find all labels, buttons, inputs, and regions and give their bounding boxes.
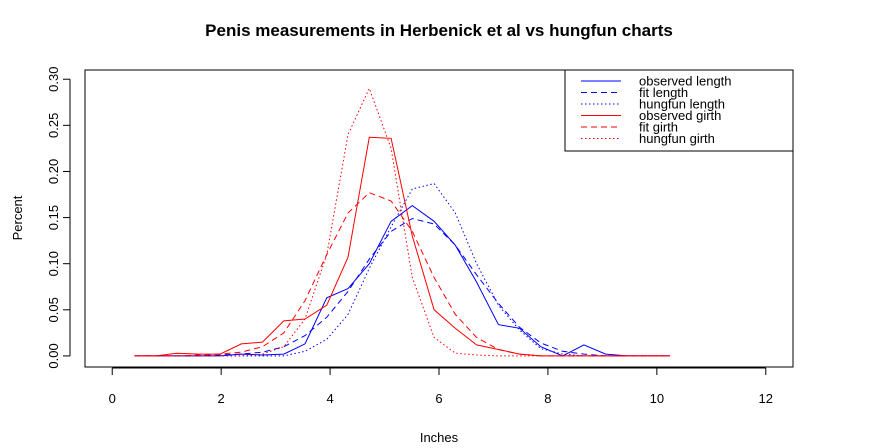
legend-label: fit girth xyxy=(639,120,678,135)
x-axis: 0 2 4 6 8 10 12 xyxy=(109,367,773,406)
legend-label: hungfun length xyxy=(639,97,725,112)
legend-label: observed girth xyxy=(639,108,721,123)
series-line-hungfun-length xyxy=(134,182,670,357)
legend-label: observed length xyxy=(639,74,732,89)
y-tick-label: 0.15 xyxy=(46,205,61,230)
x-tick-label: 4 xyxy=(326,391,333,406)
series-line-fit-girth xyxy=(134,192,670,357)
y-tick-label: 0.00 xyxy=(46,343,61,368)
plot-frame xyxy=(84,69,794,368)
y-tick-label: 0.05 xyxy=(46,297,61,322)
y-tick-label: 0.20 xyxy=(46,159,61,184)
x-tick-label: 0 xyxy=(109,391,116,406)
legend-box xyxy=(564,69,794,152)
x-axis-label: Inches xyxy=(420,430,459,445)
y-tick-label: 0.25 xyxy=(46,113,61,138)
series-line-hungfun-girth xyxy=(134,87,670,357)
legend-label: hungfun girth xyxy=(639,131,715,146)
y-axis-label: Percent xyxy=(10,195,25,240)
x-tick-label: 6 xyxy=(435,391,442,406)
y-axis: 0.00 0.05 0.10 0.15 0.20 0.25 0.30 xyxy=(46,67,71,369)
y-tick-label: 0.30 xyxy=(46,67,61,92)
x-tick-label: 2 xyxy=(218,391,225,406)
series-line-observed-length xyxy=(134,204,670,357)
y-tick-label: 0.10 xyxy=(46,251,61,276)
x-tick-label: 12 xyxy=(759,391,773,406)
series-line-observed-girth xyxy=(134,136,670,357)
legend-label: fit length xyxy=(639,85,688,100)
x-tick-label: 8 xyxy=(544,391,551,406)
x-tick-label: 10 xyxy=(650,391,664,406)
chart-title: Penis measurements in Herbenick et al vs… xyxy=(205,21,673,40)
series-layer xyxy=(134,87,670,357)
series-line-fit-length xyxy=(134,217,670,357)
